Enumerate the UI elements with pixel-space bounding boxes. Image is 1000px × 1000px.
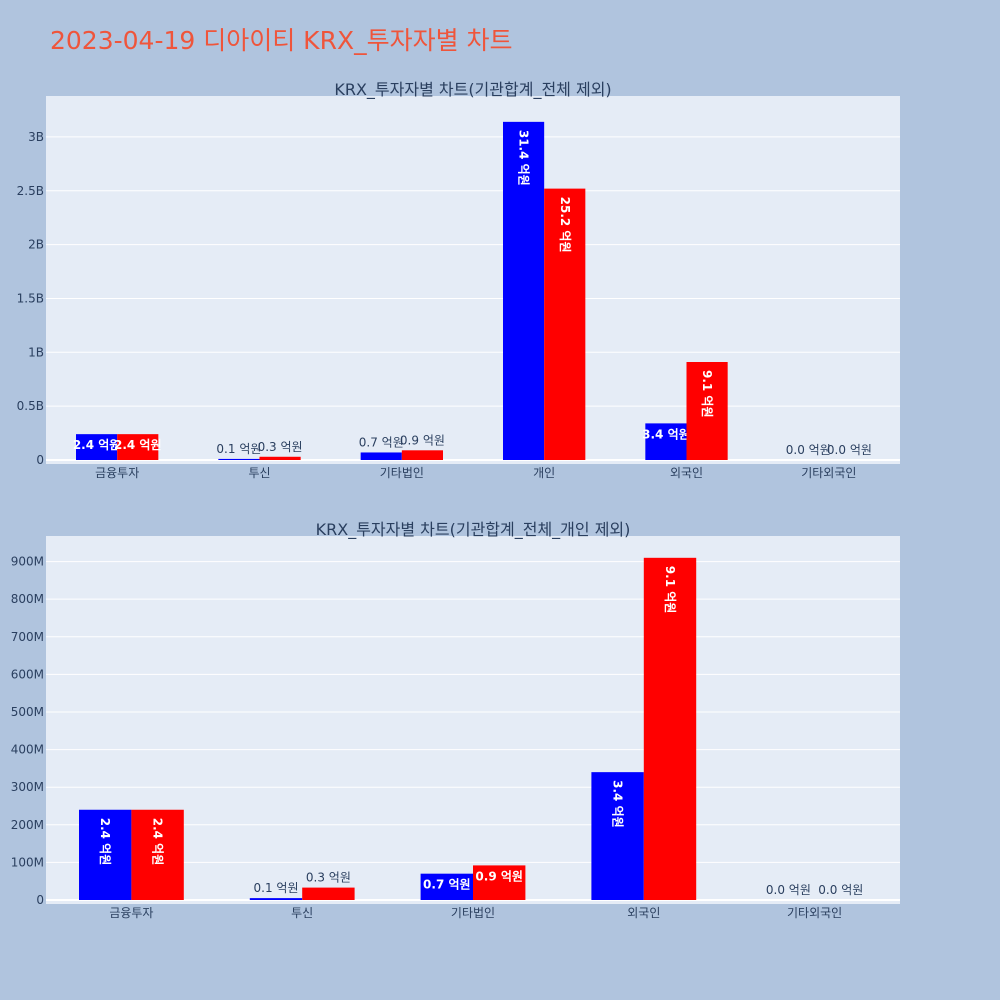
x-tick-label: 외국인 xyxy=(670,466,703,480)
y-tick-label: 1.5B xyxy=(17,291,44,305)
plot-area xyxy=(46,536,900,904)
bar-blue xyxy=(249,898,303,900)
bar-value-label: 0.0 억원 xyxy=(818,883,863,897)
bar-blue xyxy=(218,458,260,460)
bar-red xyxy=(259,456,301,460)
y-tick-label: 0.5B xyxy=(17,399,44,413)
bar-blue xyxy=(645,423,687,460)
x-tick-label: 기타외국인 xyxy=(801,466,856,480)
x-tick-label: 금융투자 xyxy=(109,906,153,920)
bar-blue xyxy=(79,809,132,900)
bar-value-label: 0.1 억원 xyxy=(254,881,299,895)
bar-value-label: 0.0 억원 xyxy=(766,883,811,897)
bar-value-label: 0.9 억원 xyxy=(475,869,523,883)
chart-bottom: KRX_투자자별 차트(기관합계_전체_개인 제외) 0 100M 200M 300M 4… xyxy=(11,520,900,920)
y-tick-label: 600M xyxy=(11,667,44,681)
bar-value-label: 0.0 억원 xyxy=(827,443,872,457)
x-tick-label: 투신 xyxy=(248,466,270,480)
y-tick-label: 2.5B xyxy=(17,184,44,198)
y-tick-label: 400M xyxy=(11,743,44,757)
y-tick-label: 500M xyxy=(11,705,44,719)
bar-red xyxy=(473,865,526,900)
bar-value-label: 2.4 억원 xyxy=(114,438,162,452)
y-tick-label: 1B xyxy=(28,345,44,359)
chart-title: KRX_투자자별 차트(기관합계_전체_개인 제외) xyxy=(316,520,631,540)
bar-value-label: 2.4 억원 xyxy=(98,818,112,866)
bar-value-label: 0.1 억원 xyxy=(216,442,261,456)
y-tick-label: 300M xyxy=(11,780,44,794)
bar-blue xyxy=(76,434,118,460)
bar-red xyxy=(302,887,355,900)
bar-value-label: 3.4 억원 xyxy=(611,780,625,828)
y-tick-label: 700M xyxy=(11,630,44,644)
bar-value-label: 0.0 억원 xyxy=(786,443,831,457)
bar-red xyxy=(131,809,184,900)
bar-value-label: 2.4 억원 xyxy=(73,438,121,452)
bar-red xyxy=(643,557,697,900)
chart-top: KRX_투자자별 차트(기관합계_전체 제외) 0 0.5B 1B 1.5B 2B 2.5B… xyxy=(17,80,900,480)
x-tick-label: 기타외국인 xyxy=(787,906,842,920)
y-tick-label: 200M xyxy=(11,818,44,832)
bar-blue xyxy=(360,452,402,460)
x-tick-label: 개인 xyxy=(533,466,555,480)
y-tick-label: 0 xyxy=(36,453,44,467)
y-tick-label: 3B xyxy=(28,130,44,144)
bar-value-label: 9.1 억원 xyxy=(700,370,714,418)
bar-red xyxy=(686,362,728,460)
x-tick-label: 투신 xyxy=(291,906,313,920)
y-tick-label: 800M xyxy=(11,592,44,606)
bar-red xyxy=(117,434,159,460)
page-title: 2023-04-19 디아이티 KRX_투자자별 차트 xyxy=(50,26,513,55)
y-tick-label: 100M xyxy=(11,855,44,869)
bar-value-label: 0.9 억원 xyxy=(400,433,445,447)
bar-blue xyxy=(591,772,644,900)
bar-value-label: 0.3 억원 xyxy=(258,440,303,454)
y-tick-label: 0 xyxy=(36,893,44,907)
y-tick-label: 900M xyxy=(11,555,44,569)
bar-red xyxy=(544,188,586,460)
bar-blue xyxy=(420,873,473,900)
bar-value-label: 25.2 억원 xyxy=(558,197,572,253)
chart-title: KRX_투자자별 차트(기관합계_전체 제외) xyxy=(334,80,611,100)
bar-value-label: 0.7 억원 xyxy=(359,435,404,449)
bar-blue xyxy=(503,121,545,460)
x-tick-label: 외국인 xyxy=(627,906,660,920)
x-tick-label: 기타법인 xyxy=(380,466,424,480)
bar-value-label: 9.1 억원 xyxy=(663,566,677,614)
x-tick-label: 기타법인 xyxy=(451,906,495,920)
x-tick-label: 금융투자 xyxy=(95,466,139,480)
bar-value-label: 0.3 억원 xyxy=(306,871,351,885)
y-tick-label: 2B xyxy=(28,238,44,252)
bar-value-label: 3.4 억원 xyxy=(642,427,690,441)
bar-red xyxy=(401,450,443,460)
plot-area xyxy=(46,96,900,464)
bar-value-label: 0.7 억원 xyxy=(423,878,471,892)
bar-value-label: 2.4 억원 xyxy=(151,818,165,866)
bar-value-label: 31.4 억원 xyxy=(517,130,531,186)
